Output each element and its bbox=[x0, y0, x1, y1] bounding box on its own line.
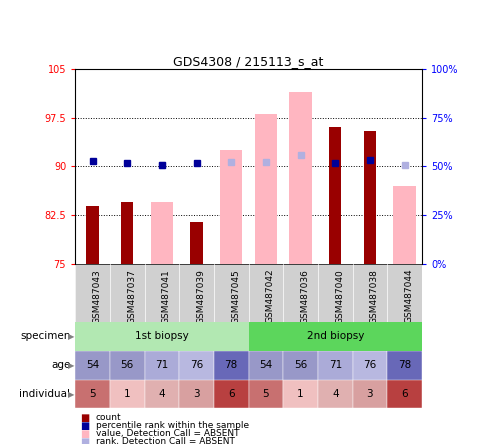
Text: specimen: specimen bbox=[20, 331, 70, 341]
Bar bbox=[289, 91, 311, 264]
Text: GSM487037: GSM487037 bbox=[127, 269, 136, 324]
Text: value, Detection Call = ABSENT: value, Detection Call = ABSENT bbox=[95, 429, 239, 438]
Text: 3: 3 bbox=[366, 389, 373, 399]
FancyBboxPatch shape bbox=[213, 351, 248, 380]
Text: 4: 4 bbox=[158, 389, 165, 399]
FancyBboxPatch shape bbox=[213, 380, 248, 408]
Text: individual: individual bbox=[19, 389, 70, 399]
Text: GSM487041: GSM487041 bbox=[162, 269, 170, 324]
FancyBboxPatch shape bbox=[386, 380, 421, 408]
Text: ■: ■ bbox=[80, 437, 89, 444]
Text: ■: ■ bbox=[80, 429, 89, 439]
Bar bbox=[220, 150, 242, 264]
Text: ▶: ▶ bbox=[68, 389, 74, 399]
FancyBboxPatch shape bbox=[318, 380, 352, 408]
Text: ▶: ▶ bbox=[68, 332, 74, 341]
FancyBboxPatch shape bbox=[352, 351, 386, 380]
Text: 78: 78 bbox=[224, 360, 237, 370]
Text: 71: 71 bbox=[155, 360, 168, 370]
Text: GSM487043: GSM487043 bbox=[92, 269, 101, 324]
Text: GSM487036: GSM487036 bbox=[300, 269, 309, 324]
Text: 76: 76 bbox=[363, 360, 376, 370]
Bar bbox=[121, 202, 133, 264]
Bar bbox=[363, 131, 375, 264]
Text: 71: 71 bbox=[328, 360, 341, 370]
FancyBboxPatch shape bbox=[248, 380, 283, 408]
Text: GSM487045: GSM487045 bbox=[231, 269, 240, 324]
Text: 5: 5 bbox=[262, 389, 269, 399]
FancyBboxPatch shape bbox=[283, 351, 318, 380]
Text: percentile rank within the sample: percentile rank within the sample bbox=[95, 421, 248, 430]
FancyBboxPatch shape bbox=[144, 351, 179, 380]
FancyBboxPatch shape bbox=[109, 351, 144, 380]
Text: 6: 6 bbox=[400, 389, 407, 399]
FancyBboxPatch shape bbox=[75, 380, 109, 408]
FancyBboxPatch shape bbox=[283, 380, 318, 408]
Text: GSM487039: GSM487039 bbox=[196, 269, 205, 324]
FancyBboxPatch shape bbox=[179, 380, 213, 408]
Bar bbox=[393, 186, 415, 264]
Bar bbox=[86, 206, 98, 264]
FancyBboxPatch shape bbox=[386, 351, 421, 380]
Text: GSM487038: GSM487038 bbox=[369, 269, 378, 324]
Bar bbox=[190, 222, 202, 264]
FancyBboxPatch shape bbox=[75, 351, 109, 380]
FancyBboxPatch shape bbox=[75, 322, 248, 351]
Text: 76: 76 bbox=[190, 360, 203, 370]
Text: 56: 56 bbox=[121, 360, 134, 370]
Text: rank, Detection Call = ABSENT: rank, Detection Call = ABSENT bbox=[95, 437, 234, 444]
Bar bbox=[254, 115, 276, 264]
Text: 1: 1 bbox=[297, 389, 303, 399]
Text: 54: 54 bbox=[259, 360, 272, 370]
FancyBboxPatch shape bbox=[318, 351, 352, 380]
Text: 5: 5 bbox=[89, 389, 96, 399]
FancyBboxPatch shape bbox=[144, 380, 179, 408]
Text: ■: ■ bbox=[80, 413, 89, 423]
Text: 6: 6 bbox=[227, 389, 234, 399]
Text: 1: 1 bbox=[123, 389, 130, 399]
FancyBboxPatch shape bbox=[179, 351, 213, 380]
Text: ▶: ▶ bbox=[68, 361, 74, 370]
FancyBboxPatch shape bbox=[248, 322, 421, 351]
FancyBboxPatch shape bbox=[352, 380, 386, 408]
FancyBboxPatch shape bbox=[109, 380, 144, 408]
Text: 56: 56 bbox=[293, 360, 306, 370]
Text: 4: 4 bbox=[331, 389, 338, 399]
Text: GSM487040: GSM487040 bbox=[334, 269, 344, 324]
Text: 2nd biopsy: 2nd biopsy bbox=[306, 331, 363, 341]
Text: 78: 78 bbox=[397, 360, 410, 370]
Bar bbox=[151, 202, 173, 264]
Text: 54: 54 bbox=[86, 360, 99, 370]
Text: age: age bbox=[51, 360, 70, 370]
Bar bbox=[329, 127, 341, 264]
Text: 1st biopsy: 1st biopsy bbox=[135, 331, 188, 341]
Text: ■: ■ bbox=[80, 421, 89, 431]
Text: GSM487044: GSM487044 bbox=[404, 269, 413, 323]
Text: count: count bbox=[95, 413, 121, 422]
FancyBboxPatch shape bbox=[248, 351, 283, 380]
Text: GSM487042: GSM487042 bbox=[265, 269, 274, 323]
Title: GDS4308 / 215113_s_at: GDS4308 / 215113_s_at bbox=[173, 55, 323, 67]
Text: 3: 3 bbox=[193, 389, 199, 399]
